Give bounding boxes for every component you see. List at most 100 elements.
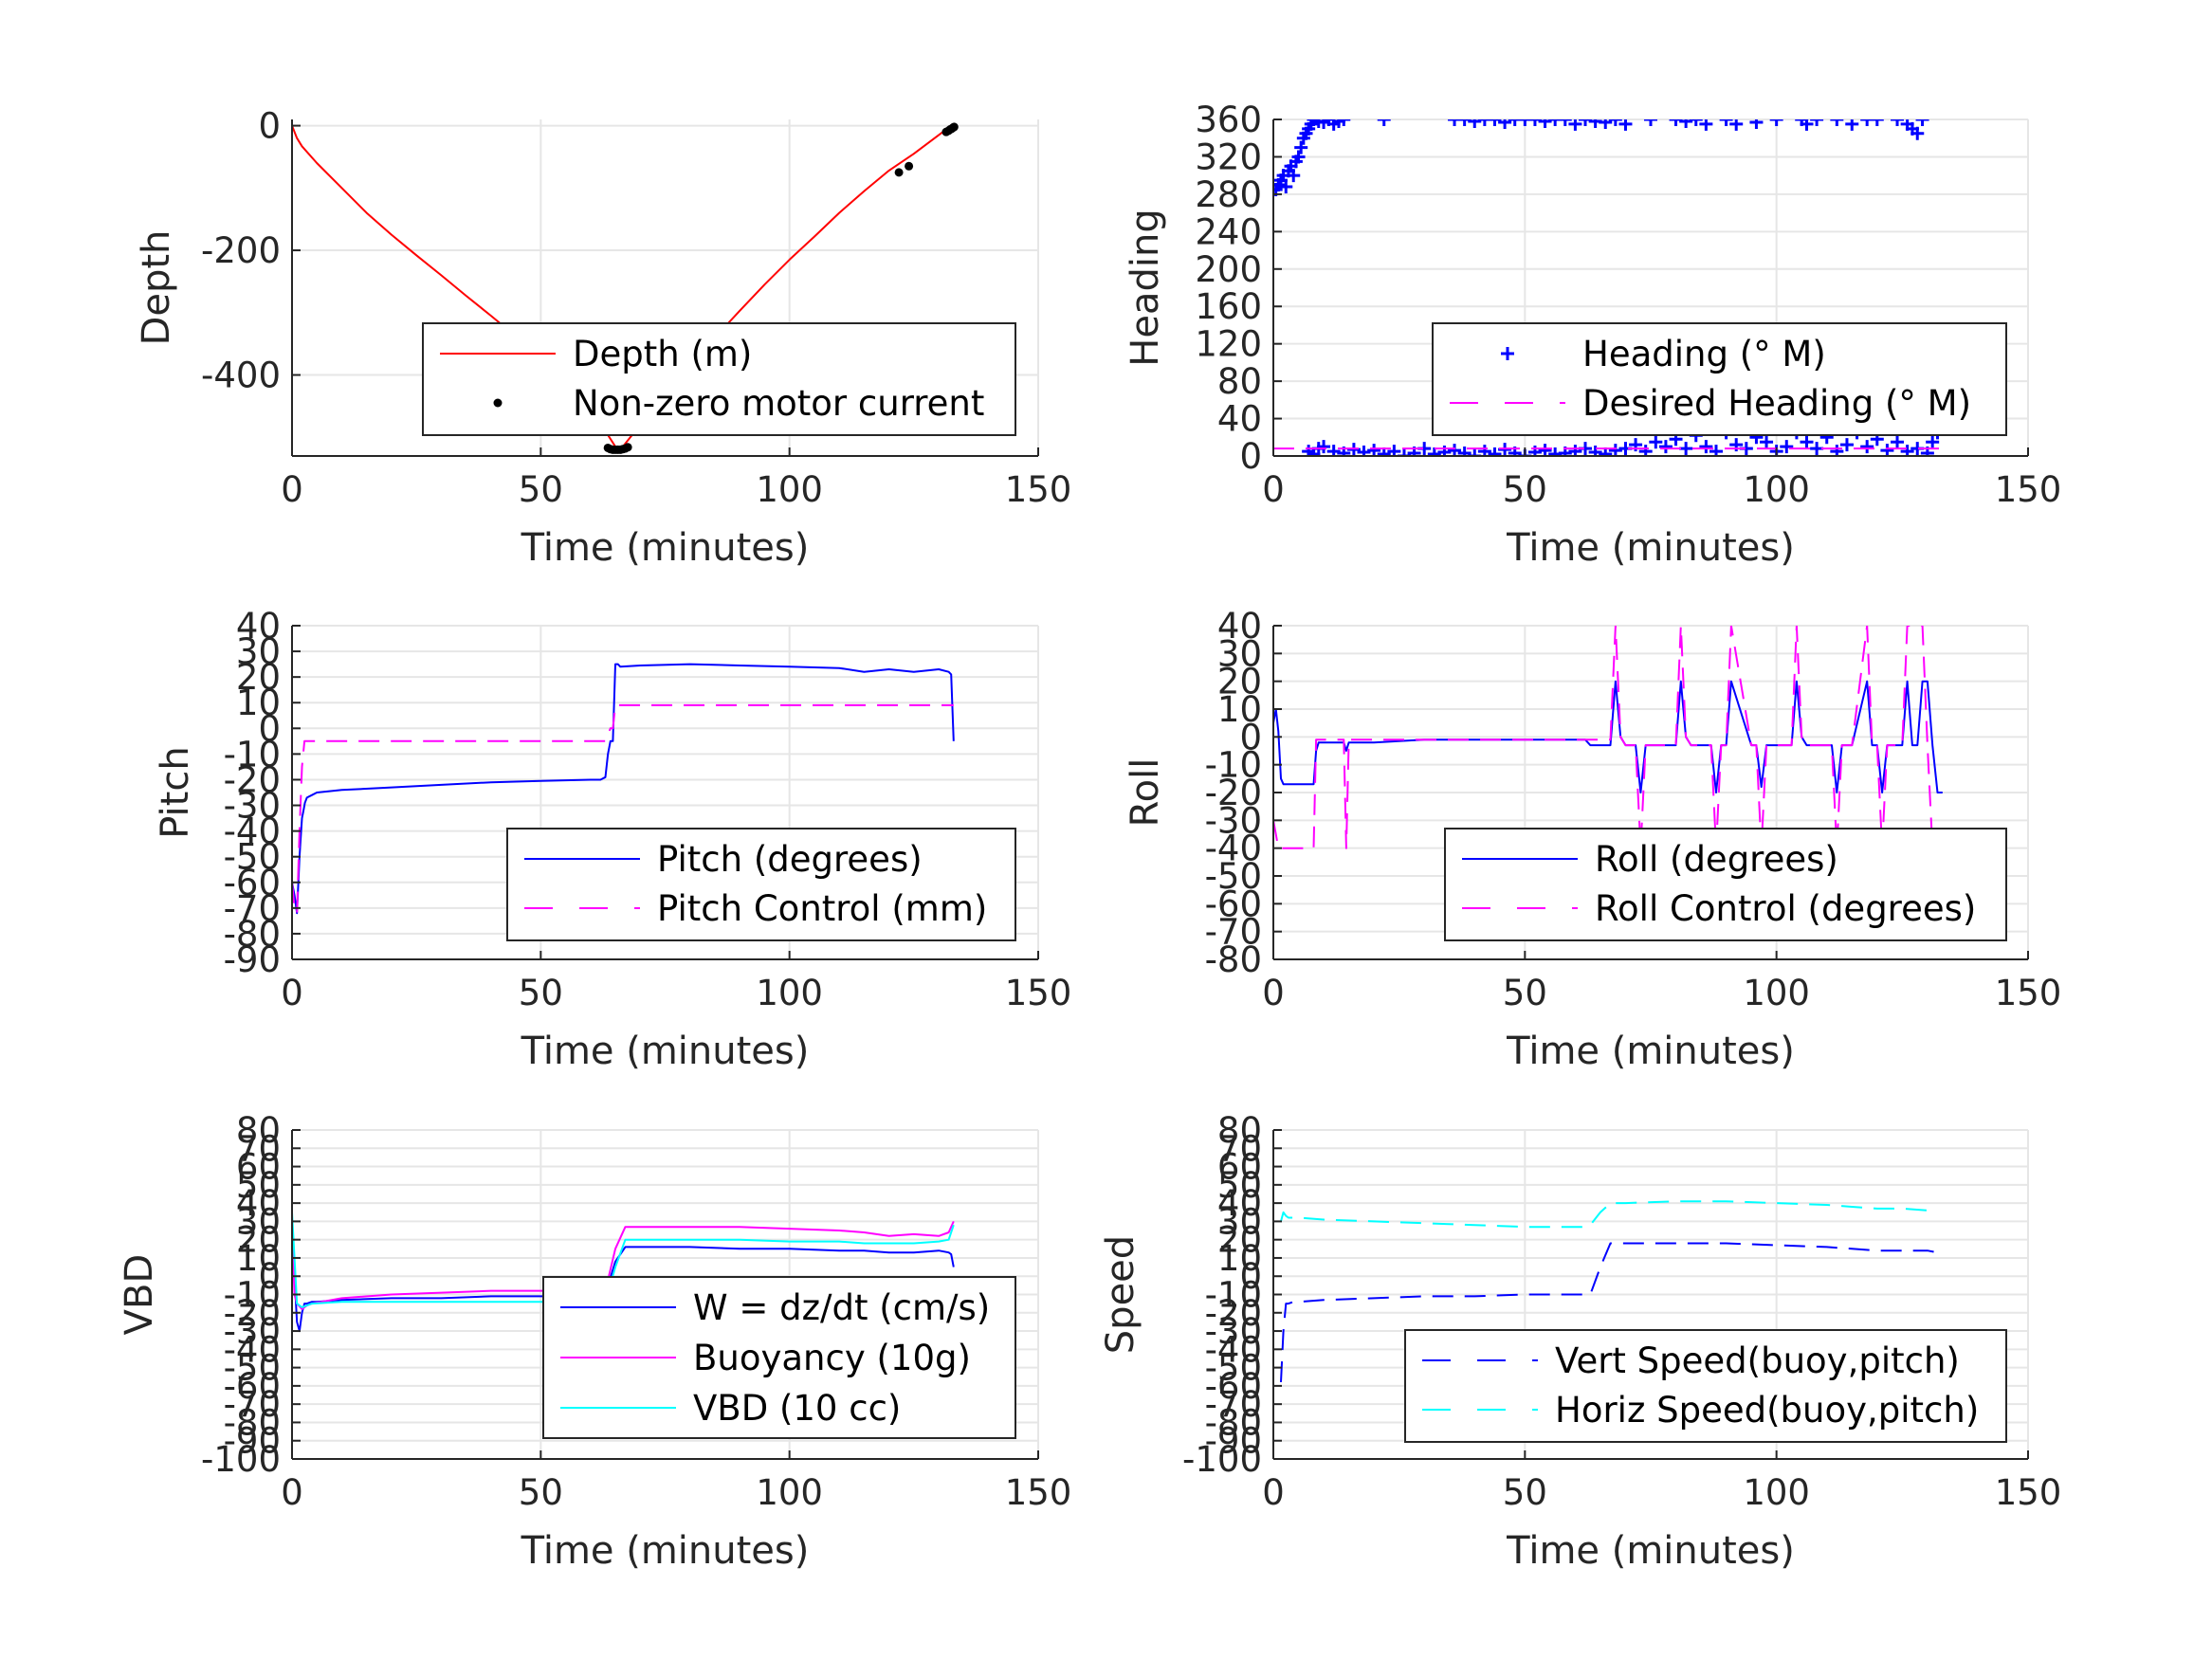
data-point [1749,119,1764,129]
y-tick-label: -50 [1205,856,1262,897]
y-tick-label: -90 [224,939,281,980]
data-point [1926,435,1940,449]
y-tick-label: 10 [1217,689,1262,730]
data-point [1699,440,1713,454]
x-tick-label: 50 [1503,973,1547,1013]
x-axis-title: Time (minutes) [521,1030,810,1073]
y-tick-label: 40 [236,606,281,647]
y-tick-label: -20 [1205,1293,1262,1334]
y-tick-label: -60 [1205,884,1262,924]
data-point [1307,119,1321,126]
legend-label: Depth (m) [573,334,752,374]
y-tick-label: 0 [258,106,281,147]
y-tick-label: -10 [1205,1275,1262,1316]
x-tick-label: 100 [1743,469,1810,510]
data-point [1538,444,1552,456]
y-tick-label: -30 [1205,800,1262,841]
data-point [1891,435,1905,449]
legend-label: VBD (10 cc) [693,1388,901,1429]
subplot-vbd: 0 50 100 15080706050403020100-10-20-30-40-5… [118,1110,1071,1573]
y-tick-label: 50 [236,1165,281,1206]
y-tick-label: -10 [224,1275,281,1316]
y-tick-label: -80 [1205,1402,1262,1443]
y-tick-label: -70 [224,1384,281,1425]
x-tick-label: 50 [1503,469,1547,510]
data-point [1579,119,1593,126]
series-layer [292,663,955,915]
data-point [1729,119,1744,131]
legend-roll: Roll (degrees) Roll Control (degrees) [1444,828,2007,941]
y-tick-label: -90 [224,1421,281,1462]
y-tick-label: -40 [1205,1329,1262,1370]
y-tick-label: 40 [1217,606,1262,647]
x-tick-label: 100 [1743,1472,1810,1513]
y-tick-label: 0 [1239,1256,1262,1297]
data-point [1760,435,1774,449]
x-axis-title: Time (minutes) [1506,1529,1795,1573]
y-tick-label: 30 [1217,633,1262,674]
y-tick-label: 360 [1195,100,1262,140]
y-tick-label: -60 [224,863,281,903]
x-tick-label: 150 [1995,1472,2062,1513]
legend-vbd: W = dz/dt (cm/s) Buoyancy (10g) VBD (10 cc… [542,1276,1016,1439]
y-tick-label: 30 [236,1201,281,1242]
data-point [1377,119,1391,126]
data-point [1608,444,1622,456]
y-tick-label: 10 [236,683,281,723]
legend-label: Desired Heading (° M) [1582,383,1971,424]
data-point [1287,169,1301,183]
data-point [1588,446,1602,456]
x-tick-label: 150 [1005,469,1072,510]
series-speed-1-line [1280,1200,1938,1229]
y-tick-label: -60 [1205,1366,1262,1407]
series-pitch-0-line [292,663,955,915]
y-tick-label: -400 [201,356,281,396]
y-tick-label: 320 [1195,137,1262,177]
y-tick-label: 200 [1195,249,1262,290]
x-tick-label: 150 [1005,973,1072,1013]
data-point [949,122,959,132]
data-point [1810,442,1824,456]
data-point [1880,444,1894,456]
y-tick-label: -40 [1205,829,1262,869]
data-point [1800,119,1814,131]
data-point [1377,447,1391,456]
data-point [1558,119,1572,126]
series-layer [1280,1200,1938,1383]
data-point [1845,119,1859,131]
data-point [1689,119,1703,126]
data-point [1457,119,1472,126]
legend-label: W = dz/dt (cm/s) [693,1287,990,1328]
series-pitch-1-line [292,703,954,915]
data-point [1800,435,1814,449]
data-point [1317,440,1331,454]
data-point [1618,119,1633,131]
data-point [1830,119,1844,126]
x-tick-label: 0 [1262,469,1285,510]
y-axis-title: Depth [135,230,178,346]
y-tick-label: 0 [1239,717,1262,757]
x-tick-label: 0 [1262,1472,1285,1513]
data-point [1910,126,1925,140]
y-tick-label: 60 [1217,1147,1262,1188]
y-tick-label: 40 [1217,399,1262,440]
y-tick-label: 20 [236,1220,281,1261]
data-point [1769,119,1783,126]
legend-label: Non-zero motor current [573,383,984,424]
y-tick-label: 0 [1239,436,1262,477]
legend-box [506,828,1016,941]
data-point [1839,438,1854,452]
y-tick-label: -100 [201,1439,281,1480]
data-point [1719,119,1733,126]
x-tick-label: 50 [519,1472,563,1513]
legend-label: Horiz Speed(buoy,pitch) [1555,1390,1979,1431]
y-tick-label: 30 [236,631,281,672]
data-point [1658,440,1673,454]
y-tick-label: -20 [1205,773,1262,813]
y-tick-label: -200 [201,230,281,271]
y-tick-label: 70 [1217,1128,1262,1169]
series-layer [292,122,959,454]
legend-heading: Heading (° M) Desired Heading (° M) [1432,322,2007,436]
x-tick-label: 50 [519,973,563,1013]
data-point [1488,119,1502,126]
